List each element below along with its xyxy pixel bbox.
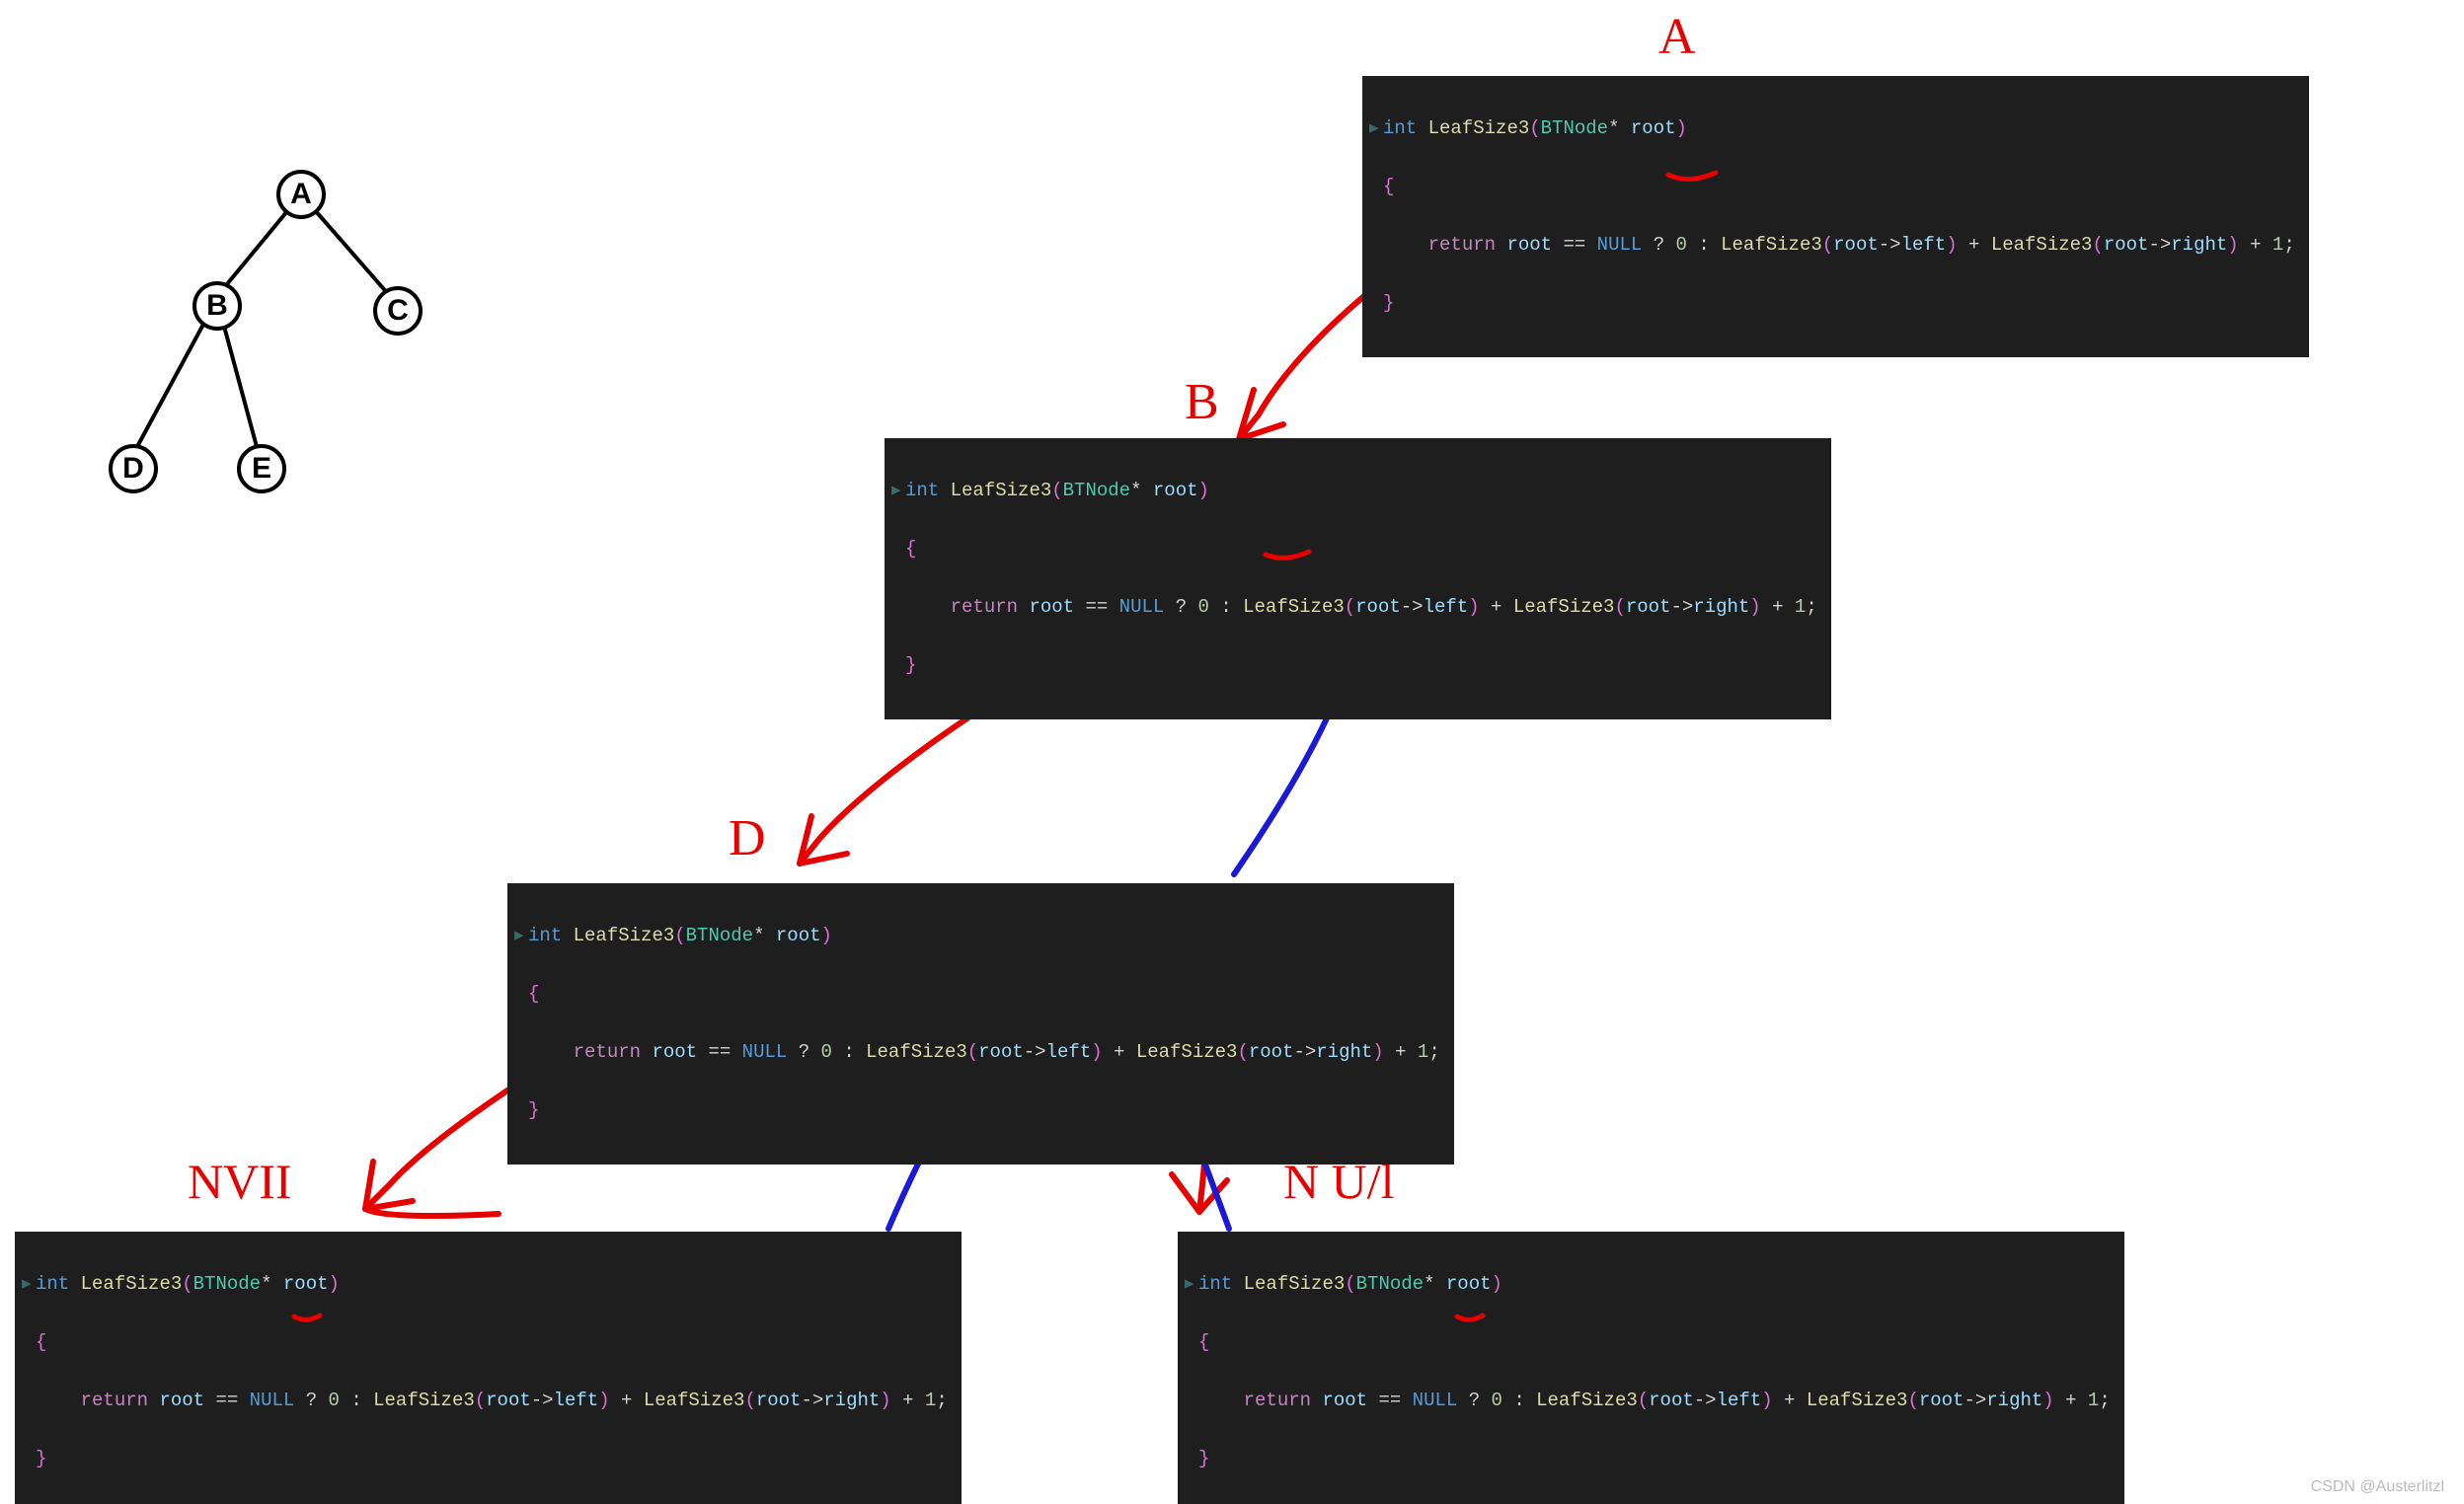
- var: root: [1506, 234, 1552, 256]
- op: ->: [2148, 234, 2171, 256]
- num: 1: [2272, 234, 2283, 256]
- tree-node-c: C: [373, 286, 423, 336]
- label-b: B: [1185, 373, 1219, 431]
- member: right: [2171, 234, 2227, 256]
- tree-node-e: E: [237, 444, 286, 493]
- tree-node-b: B: [192, 281, 242, 331]
- paren: ): [1676, 117, 1687, 139]
- tree-node-label: C: [387, 294, 409, 328]
- tree-node-a: A: [276, 170, 326, 219]
- brace: {: [1383, 176, 1394, 197]
- op: ->: [1879, 234, 1901, 256]
- paren: (: [1822, 234, 1833, 256]
- kw-return: return: [1428, 234, 1496, 256]
- var: root: [2104, 234, 2149, 256]
- paren: ): [2227, 234, 2238, 256]
- fn-name: LeafSize3: [1721, 234, 1822, 256]
- kw-int: int: [1383, 117, 1417, 139]
- tree-node-label: B: [206, 289, 228, 323]
- label-null-left: NVII: [188, 1153, 292, 1210]
- op: +: [1968, 234, 1979, 256]
- op: ==: [1563, 234, 1585, 256]
- op: ?: [1654, 234, 1664, 256]
- code-box-null-right: ▸int LeafSize3(BTNode* root) { return ro…: [1178, 1232, 2124, 1504]
- fn-name: LeafSize3: [1991, 234, 2093, 256]
- null: NULL: [1597, 234, 1643, 256]
- num: 0: [1676, 234, 1687, 256]
- tree-node-d: D: [109, 444, 158, 493]
- brace: }: [1383, 292, 1394, 314]
- op: :: [1698, 234, 1709, 256]
- var: root: [1833, 234, 1879, 256]
- tree-node-label: E: [252, 452, 271, 486]
- member: left: [1901, 234, 1947, 256]
- watermark: CSDN @Austerlitzl: [2311, 1478, 2444, 1496]
- tree-node-label: A: [290, 178, 312, 211]
- label-a: A: [1658, 8, 1696, 66]
- code-box-d: ▸int LeafSize3(BTNode* root) { return ro…: [507, 883, 1454, 1165]
- star: *: [1608, 117, 1619, 139]
- type-name: BTNode: [1541, 117, 1608, 139]
- param: root: [1631, 117, 1676, 139]
- op: +: [2250, 234, 2261, 256]
- code-box-b: ▸int LeafSize3(BTNode* root) { return ro…: [885, 438, 1831, 719]
- paren: ): [1946, 234, 1957, 256]
- code-box-null-left: ▸int LeafSize3(BTNode* root) { return ro…: [15, 1232, 962, 1504]
- paren: (: [1529, 117, 1540, 139]
- code-box-a: ▸int LeafSize3(BTNode* root) { return ro…: [1362, 76, 2309, 357]
- paren: (: [2092, 234, 2103, 256]
- label-d: D: [729, 809, 766, 867]
- tree-node-label: D: [122, 452, 144, 486]
- semi: ;: [2283, 234, 2294, 256]
- fn-name: LeafSize3: [1428, 117, 1530, 139]
